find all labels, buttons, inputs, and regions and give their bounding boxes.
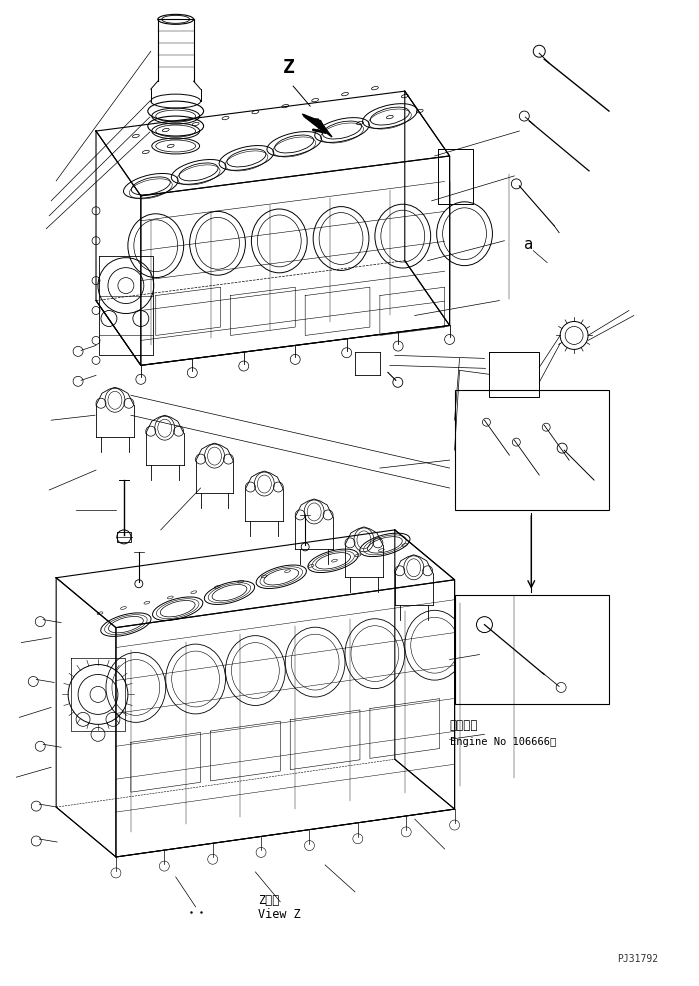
Text: 適用号機: 適用号機 (449, 720, 478, 733)
Text: PJ31792: PJ31792 (617, 953, 658, 963)
Text: Z: Z (283, 58, 295, 77)
Text: View Z: View Z (259, 908, 301, 921)
Bar (454, 595, 609, 704)
Polygon shape (302, 114, 328, 133)
Text: a: a (524, 237, 533, 251)
Text: Z　視: Z 視 (259, 894, 280, 907)
Polygon shape (305, 117, 332, 137)
Bar (454, 390, 609, 510)
Text: Engine No 106666～: Engine No 106666～ (449, 738, 556, 747)
